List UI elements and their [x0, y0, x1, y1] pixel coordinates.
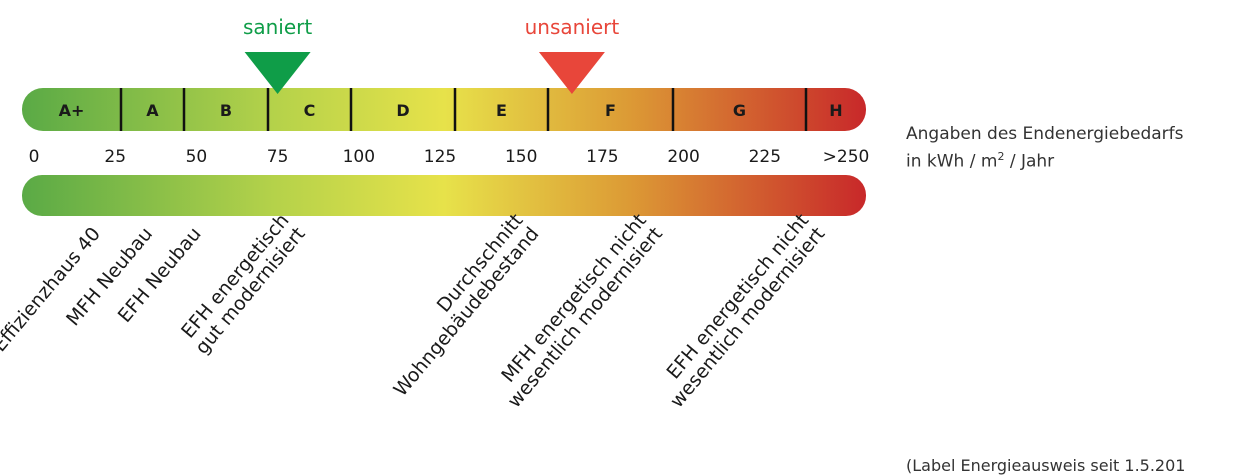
- tick-label: 225: [749, 147, 781, 167]
- grade-dividers: [119, 88, 808, 131]
- tick-label: 0: [29, 147, 40, 167]
- unit-line-2: in kWh / m2 / Jahr: [906, 150, 1054, 172]
- tick-label: 100: [343, 147, 375, 167]
- marker-unsaniert-triangle: [538, 52, 605, 94]
- tick-label: 75: [267, 147, 289, 167]
- unit-prefix: in kWh / m: [906, 151, 998, 172]
- grade-label-e: E: [496, 101, 507, 120]
- tick-label: 175: [586, 147, 618, 167]
- marker-saniert-triangle: [244, 52, 311, 94]
- category-label-line: wesentlich modernisiert: [666, 223, 830, 412]
- grade-label-a: A: [146, 101, 159, 120]
- grade-label-h: H: [829, 101, 842, 120]
- tick-label: 25: [104, 147, 126, 167]
- tick-labels: 0 25 50 75 100 125 150 175 200 225 >250: [29, 147, 870, 167]
- category-label-line: EFH energetisch nicht: [662, 210, 813, 384]
- footnote: (Label Energieausweis seit 1.5.201: [906, 456, 1186, 475]
- grade-label-f: F: [605, 101, 616, 120]
- tick-label: 50: [186, 147, 208, 167]
- grade-label-b: B: [220, 101, 232, 120]
- tick-label: 200: [667, 147, 699, 167]
- unit-suffix: / Jahr: [1004, 151, 1055, 172]
- tick-label: 125: [424, 147, 456, 167]
- grade-labels: A+ A B C D E F G H: [59, 101, 843, 120]
- gradient-bar: [22, 175, 866, 216]
- marker-saniert-label: saniert: [243, 15, 312, 39]
- grade-label-aplus: A+: [59, 101, 85, 120]
- grade-label-g: G: [733, 101, 746, 120]
- tick-label: >250: [823, 147, 870, 167]
- grade-bar: [22, 88, 866, 131]
- grade-label-d: D: [396, 101, 409, 120]
- tick-label: 150: [505, 147, 537, 167]
- marker-unsaniert-label: unsaniert: [525, 15, 620, 39]
- unit-line-1: Angaben des Endenergiebedarfs: [906, 124, 1184, 144]
- unit-sup: 2: [997, 150, 1005, 163]
- grade-label-c: C: [304, 101, 316, 120]
- markers: saniert unsaniert: [243, 15, 619, 94]
